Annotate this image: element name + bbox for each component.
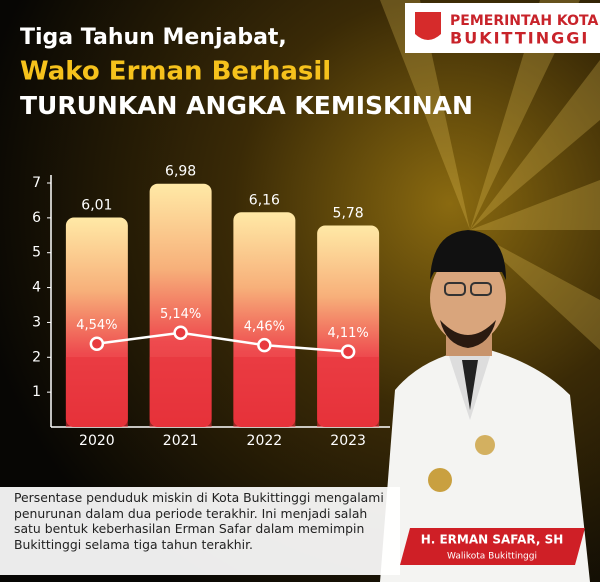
x-tick-label: 2022	[247, 433, 283, 449]
logo-emblem	[415, 12, 441, 40]
person-name: H. ERMAN SAFAR, SH	[421, 533, 564, 547]
line-label: 5,14%	[160, 307, 201, 322]
y-tick-label: 4	[32, 280, 41, 296]
bar-label: 6,01	[81, 198, 112, 214]
chart: 1 2 3 4 5 6 7 2020 2021 2022 2023 6,01 6,98 6,16 5,78 4…	[32, 164, 390, 449]
line-point	[257, 337, 272, 353]
bar-label: 5,78	[333, 206, 364, 222]
y-tick-label: 1	[32, 384, 41, 400]
title-line3: TURUNKAN ANGKA KEMISKINAN	[20, 91, 473, 120]
line-point	[89, 336, 105, 351]
y-tick-label: 6	[32, 210, 41, 226]
bar-base	[65, 357, 128, 427]
line-label: 4,54%	[76, 318, 117, 333]
logo-bottom: BUKITTINGGI	[450, 29, 589, 48]
bar-label: 6,16	[249, 192, 280, 208]
x-tick-label: 2020	[79, 433, 115, 449]
caption: Persentase penduduk miskin di Kota Bukit…	[14, 490, 384, 552]
x-tick-label: 2023	[330, 433, 366, 449]
person-role: Walikota Bukittinggi	[447, 552, 537, 562]
title-line2: Wako Erman Berhasil	[20, 57, 331, 87]
line-point	[173, 325, 188, 340]
y-tick-label: 7	[32, 175, 41, 191]
rays	[380, 0, 600, 350]
caption-wrap: Persentase penduduk miskin di Kota Bukit…	[14, 490, 384, 552]
caption-panel	[0, 487, 400, 575]
person-photo	[380, 230, 590, 582]
y-tick-label: 5	[32, 245, 41, 261]
name-banner	[400, 528, 585, 565]
bar-label: 6,98	[165, 164, 196, 180]
logo-top: PEMERINTAH KOTA	[450, 13, 598, 29]
line-label: 4,46%	[244, 320, 285, 335]
y-tick-label: 3	[32, 314, 41, 330]
line	[96, 331, 349, 353]
x-tick-label: 2021	[163, 433, 199, 449]
bar-base	[233, 357, 296, 427]
bar-base	[317, 357, 380, 427]
y-tick-label: 2	[32, 349, 41, 365]
bar-base	[149, 357, 212, 427]
line-point	[340, 344, 356, 359]
title-line1: Tiga Tahun Menjabat,	[20, 25, 287, 50]
line-label: 4,11%	[327, 326, 368, 341]
